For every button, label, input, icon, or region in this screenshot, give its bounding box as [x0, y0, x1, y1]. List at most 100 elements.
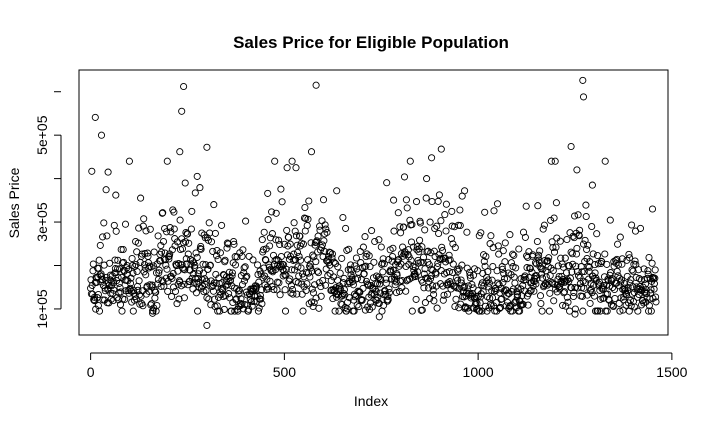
- data-point: [117, 288, 125, 296]
- data-point: [294, 279, 302, 287]
- data-point: [547, 157, 555, 165]
- data-point: [490, 207, 498, 215]
- data-point: [135, 277, 143, 285]
- data-point: [134, 239, 142, 247]
- data-point: [625, 250, 633, 258]
- data-point: [248, 302, 256, 310]
- data-point: [439, 282, 447, 290]
- data-point: [258, 300, 266, 308]
- data-point: [601, 157, 609, 165]
- data-point: [191, 189, 199, 197]
- data-point: [343, 305, 351, 313]
- data-point: [568, 268, 576, 276]
- data-point: [547, 264, 555, 272]
- data-point: [134, 286, 142, 294]
- data-point: [451, 302, 459, 311]
- data-point: [578, 292, 586, 300]
- data-point: [322, 265, 330, 273]
- data-point: [395, 262, 403, 270]
- data-point: [256, 291, 264, 299]
- data-point: [214, 307, 222, 315]
- data-point: [456, 221, 464, 230]
- data-point: [259, 246, 267, 254]
- data-point: [191, 261, 199, 269]
- data-point: [461, 187, 469, 195]
- data-point: [259, 274, 267, 282]
- y-tick-label: 5e+05: [34, 115, 50, 155]
- data-point: [226, 273, 234, 281]
- data-point: [247, 298, 255, 306]
- data-point: [559, 301, 567, 309]
- data-point: [296, 232, 304, 240]
- data-point: [126, 284, 134, 292]
- data-point: [119, 245, 127, 254]
- data-point: [264, 216, 272, 224]
- data-point: [433, 222, 441, 230]
- data-point: [406, 216, 414, 224]
- data-point: [155, 266, 163, 274]
- data-point: [281, 286, 289, 294]
- data-point: [466, 271, 474, 279]
- data-point: [609, 302, 617, 311]
- data-point: [438, 247, 447, 255]
- data-point: [221, 256, 229, 264]
- data-point: [645, 253, 653, 262]
- data-point: [184, 281, 192, 289]
- data-point: [435, 191, 443, 199]
- data-point: [483, 293, 491, 301]
- data-point: [648, 205, 657, 213]
- data-point: [347, 266, 355, 274]
- data-point: [363, 280, 371, 288]
- data-point: [420, 284, 428, 292]
- data-point: [121, 220, 130, 228]
- data-point: [449, 260, 457, 268]
- y-axis-label: Sales Price: [6, 167, 22, 238]
- data-point: [287, 282, 295, 290]
- data-point: [299, 307, 307, 315]
- data-point: [536, 292, 545, 300]
- data-point: [495, 281, 503, 289]
- x-tick-label: 1000: [463, 364, 494, 380]
- data-point: [534, 202, 542, 210]
- data-point: [379, 255, 387, 263]
- data-point: [314, 269, 323, 277]
- data-point: [95, 256, 103, 264]
- data-point: [173, 300, 181, 308]
- data-point: [238, 280, 247, 289]
- data-point: [268, 230, 276, 238]
- data-point: [452, 295, 460, 303]
- data-point: [339, 213, 347, 222]
- data-point: [310, 253, 318, 261]
- data-point: [572, 250, 581, 258]
- y-tick-label: 3e+05: [34, 202, 50, 242]
- data-point: [342, 224, 350, 232]
- data-point: [310, 298, 318, 307]
- data-point: [473, 299, 481, 307]
- data-point: [188, 207, 196, 215]
- data-point: [521, 233, 529, 241]
- data-point: [216, 249, 224, 257]
- data-point: [603, 260, 611, 268]
- data-point: [257, 286, 266, 294]
- data-point: [384, 296, 392, 304]
- data-point: [115, 279, 123, 287]
- data-point: [547, 216, 555, 224]
- data-point: [362, 262, 370, 270]
- data-point: [428, 154, 436, 162]
- data-point: [501, 239, 509, 247]
- data-point: [197, 242, 205, 250]
- data-point: [260, 228, 268, 236]
- data-point: [299, 240, 307, 248]
- data-point: [371, 280, 379, 288]
- data-point: [241, 300, 249, 309]
- data-point: [323, 228, 331, 236]
- data-point: [294, 263, 302, 271]
- data-point: [95, 307, 104, 315]
- data-point: [216, 307, 224, 315]
- data-point: [448, 207, 456, 215]
- data-point: [458, 261, 466, 269]
- data-point: [100, 219, 108, 227]
- data-point: [388, 252, 397, 261]
- data-point: [378, 307, 386, 315]
- data-point: [283, 164, 291, 172]
